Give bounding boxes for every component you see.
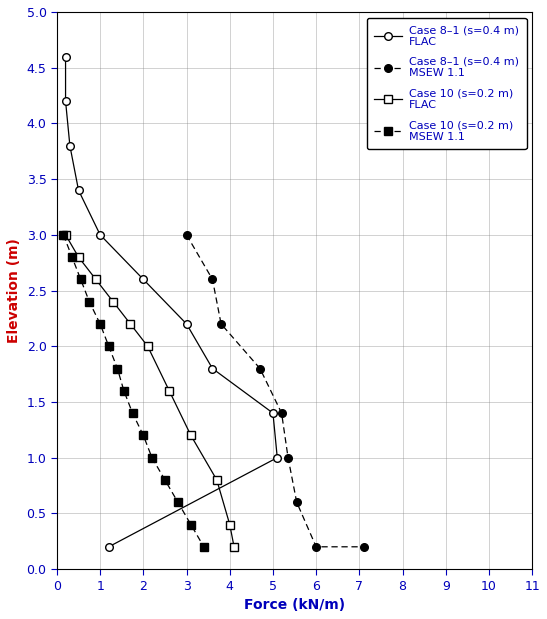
Case 10 (s=0.2 m)
FLAC xyxy=(226,521,233,528)
Case 10 (s=0.2 m)
FLAC xyxy=(110,298,117,305)
Case 10 (s=0.2 m)
MSEW 1.1 xyxy=(114,365,121,372)
Case 10 (s=0.2 m)
MSEW 1.1 xyxy=(120,387,127,394)
Case 8–1 (s=0.4 m)
MSEW 1.1 xyxy=(278,409,285,417)
Line: Case 8–1 (s=0.4 m)
FLAC: Case 8–1 (s=0.4 m) FLAC xyxy=(62,53,281,551)
Case 10 (s=0.2 m)
FLAC xyxy=(75,253,82,261)
Case 10 (s=0.2 m)
FLAC xyxy=(92,275,99,283)
Line: Case 8–1 (s=0.4 m)
MSEW 1.1: Case 8–1 (s=0.4 m) MSEW 1.1 xyxy=(183,231,368,551)
Case 8–1 (s=0.4 m)
MSEW 1.1 xyxy=(293,498,300,506)
Case 8–1 (s=0.4 m)
MSEW 1.1 xyxy=(285,454,292,461)
Y-axis label: Elevation (m): Elevation (m) xyxy=(7,238,21,343)
Case 8–1 (s=0.4 m)
MSEW 1.1 xyxy=(360,543,367,550)
Case 8–1 (s=0.4 m)
MSEW 1.1 xyxy=(183,231,190,238)
Legend: Case 8–1 (s=0.4 m)
FLAC, Case 8–1 (s=0.4 m)
MSEW 1.1, Case 10 (s=0.2 m)
FLAC, Ca: Case 8–1 (s=0.4 m) FLAC, Case 8–1 (s=0.4… xyxy=(366,17,527,149)
Case 8–1 (s=0.4 m)
FLAC xyxy=(140,275,147,283)
Case 10 (s=0.2 m)
FLAC xyxy=(188,431,194,439)
Case 8–1 (s=0.4 m)
MSEW 1.1 xyxy=(218,320,224,327)
Case 10 (s=0.2 m)
FLAC xyxy=(213,476,220,483)
Line: Case 10 (s=0.2 m)
FLAC: Case 10 (s=0.2 m) FLAC xyxy=(62,231,238,551)
Case 10 (s=0.2 m)
MSEW 1.1 xyxy=(69,253,75,261)
Case 10 (s=0.2 m)
MSEW 1.1 xyxy=(86,298,92,305)
Case 8–1 (s=0.4 m)
FLAC xyxy=(67,142,73,149)
Case 8–1 (s=0.4 m)
MSEW 1.1 xyxy=(313,543,319,550)
Case 10 (s=0.2 m)
MSEW 1.1 xyxy=(77,275,84,283)
Case 10 (s=0.2 m)
MSEW 1.1 xyxy=(162,476,168,483)
Case 8–1 (s=0.4 m)
FLAC xyxy=(183,320,190,327)
Case 10 (s=0.2 m)
MSEW 1.1 xyxy=(140,431,147,439)
Line: Case 10 (s=0.2 m)
MSEW 1.1: Case 10 (s=0.2 m) MSEW 1.1 xyxy=(60,231,208,551)
Case 10 (s=0.2 m)
FLAC xyxy=(62,231,69,238)
Case 8–1 (s=0.4 m)
FLAC xyxy=(106,543,112,550)
Case 10 (s=0.2 m)
MSEW 1.1 xyxy=(60,231,67,238)
Case 10 (s=0.2 m)
FLAC xyxy=(127,320,133,327)
Case 10 (s=0.2 m)
MSEW 1.1 xyxy=(129,409,136,417)
Case 10 (s=0.2 m)
FLAC xyxy=(231,543,237,550)
Case 10 (s=0.2 m)
MSEW 1.1 xyxy=(174,498,181,506)
Case 8–1 (s=0.4 m)
FLAC xyxy=(270,409,276,417)
Case 10 (s=0.2 m)
MSEW 1.1 xyxy=(149,454,155,461)
Case 10 (s=0.2 m)
MSEW 1.1 xyxy=(201,543,207,550)
Case 10 (s=0.2 m)
MSEW 1.1 xyxy=(188,521,194,528)
Case 8–1 (s=0.4 m)
FLAC xyxy=(274,454,281,461)
Case 8–1 (s=0.4 m)
FLAC xyxy=(62,97,69,105)
Case 10 (s=0.2 m)
FLAC xyxy=(166,387,172,394)
Case 8–1 (s=0.4 m)
MSEW 1.1 xyxy=(257,365,263,372)
Case 8–1 (s=0.4 m)
FLAC xyxy=(97,231,103,238)
Case 8–1 (s=0.4 m)
FLAC xyxy=(62,53,69,60)
Case 10 (s=0.2 m)
FLAC xyxy=(144,342,151,350)
Case 8–1 (s=0.4 m)
FLAC xyxy=(75,186,82,194)
Case 10 (s=0.2 m)
MSEW 1.1 xyxy=(106,342,112,350)
Case 8–1 (s=0.4 m)
FLAC xyxy=(209,365,216,372)
Case 8–1 (s=0.4 m)
MSEW 1.1 xyxy=(209,275,216,283)
X-axis label: Force (kN/m): Force (kN/m) xyxy=(244,598,345,612)
Case 10 (s=0.2 m)
MSEW 1.1 xyxy=(97,320,103,327)
